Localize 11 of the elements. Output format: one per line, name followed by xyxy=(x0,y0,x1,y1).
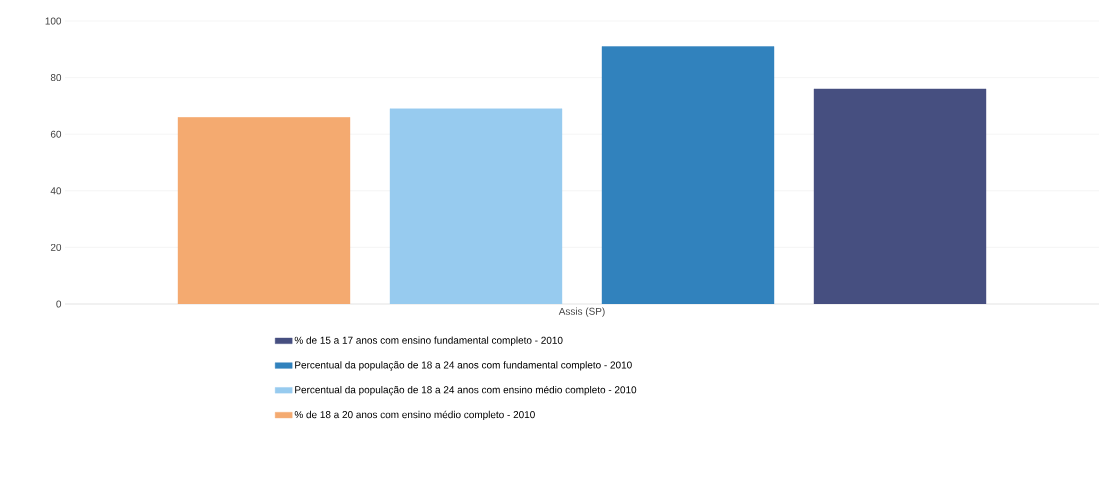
y-tick-label: 80 xyxy=(50,74,62,82)
legend-label: % de 18 a 20 anos com ensino médio completo - 2010 xyxy=(294,410,535,421)
y-tick-label: 0 xyxy=(56,300,62,308)
legend-label: Percentual da população de 18 a 24 anos com fundamental completo - 2010 xyxy=(295,361,632,371)
legend-label: % de 15 a 17 anos com ensino fundamental completo - 2010 xyxy=(294,336,563,346)
y-tick-label: 100 xyxy=(45,17,62,25)
y-tick-label: 20 xyxy=(50,243,62,251)
y-tick-label: 60 xyxy=(50,130,62,138)
legend-label: Percentual da população de 18 a 24 anos com ensino médio completo - 2010 xyxy=(295,385,637,396)
x-tick-label: Assis (SP) xyxy=(558,307,605,317)
y-tick-label: 40 xyxy=(50,187,62,195)
